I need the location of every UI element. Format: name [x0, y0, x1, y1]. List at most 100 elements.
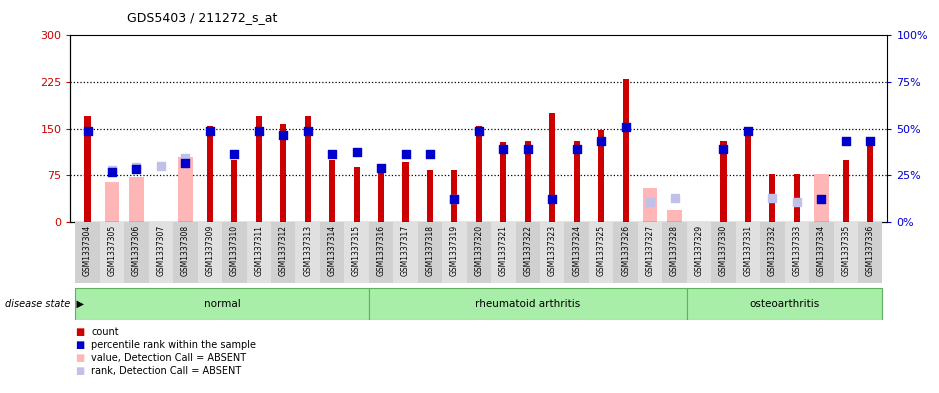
- Bar: [207, 126, 213, 222]
- Bar: [345, 222, 369, 283]
- Text: GSM1337335: GSM1337335: [841, 225, 851, 276]
- Bar: [442, 222, 467, 283]
- Bar: [686, 222, 711, 283]
- Bar: [231, 160, 238, 222]
- FancyBboxPatch shape: [369, 288, 686, 320]
- Bar: [378, 171, 384, 222]
- Bar: [369, 222, 393, 283]
- Text: GSM1337315: GSM1337315: [352, 225, 362, 276]
- Point: [447, 196, 462, 202]
- Point: [276, 132, 291, 138]
- Text: GSM1337308: GSM1337308: [181, 225, 190, 276]
- Text: GSM1337325: GSM1337325: [596, 225, 606, 276]
- Text: GSM1337330: GSM1337330: [719, 225, 728, 276]
- Text: GSM1337316: GSM1337316: [377, 225, 386, 276]
- Bar: [500, 142, 506, 222]
- Text: disease state  ▶: disease state ▶: [5, 299, 84, 309]
- Bar: [85, 116, 90, 222]
- Text: GSM1337329: GSM1337329: [695, 225, 703, 276]
- Bar: [255, 116, 262, 222]
- Point: [569, 146, 584, 152]
- Bar: [834, 222, 858, 283]
- Point: [642, 198, 657, 205]
- Point: [202, 127, 217, 134]
- Point: [300, 127, 316, 134]
- Bar: [662, 222, 686, 283]
- Text: value, Detection Call = ABSENT: value, Detection Call = ABSENT: [91, 353, 246, 363]
- Point: [765, 195, 780, 202]
- Text: rheumatoid arthritis: rheumatoid arthritis: [475, 299, 580, 309]
- Bar: [613, 222, 638, 283]
- Bar: [809, 222, 834, 283]
- Text: GSM1337324: GSM1337324: [572, 225, 581, 276]
- Bar: [452, 171, 457, 222]
- Point: [618, 124, 633, 130]
- Bar: [491, 222, 516, 283]
- Bar: [623, 79, 629, 222]
- Text: count: count: [91, 327, 118, 337]
- Bar: [785, 222, 809, 283]
- Bar: [467, 222, 491, 283]
- Point: [520, 146, 535, 152]
- Bar: [574, 141, 579, 222]
- Text: GSM1337309: GSM1337309: [206, 225, 214, 276]
- Text: GSM1337333: GSM1337333: [793, 225, 801, 276]
- Point: [177, 155, 192, 161]
- Bar: [304, 116, 311, 222]
- Point: [716, 146, 731, 152]
- Bar: [476, 126, 482, 222]
- Text: GSM1337322: GSM1337322: [523, 225, 532, 276]
- Bar: [403, 162, 408, 222]
- Bar: [711, 222, 736, 283]
- Text: GSM1337318: GSM1337318: [425, 225, 435, 276]
- Bar: [178, 157, 192, 222]
- Point: [252, 127, 267, 134]
- Point: [177, 160, 192, 166]
- Text: GSM1337317: GSM1337317: [401, 225, 410, 276]
- Bar: [247, 222, 271, 283]
- Bar: [197, 222, 222, 283]
- Bar: [769, 174, 776, 222]
- Bar: [745, 129, 751, 222]
- FancyBboxPatch shape: [75, 288, 369, 320]
- Bar: [124, 222, 148, 283]
- Text: ■: ■: [75, 353, 85, 363]
- Point: [741, 127, 756, 134]
- Bar: [148, 222, 173, 283]
- Bar: [643, 188, 657, 222]
- Text: GSM1337319: GSM1337319: [450, 225, 459, 276]
- Bar: [761, 222, 785, 283]
- Bar: [668, 209, 682, 222]
- Bar: [814, 174, 828, 222]
- Point: [325, 151, 340, 157]
- Point: [227, 151, 242, 157]
- Point: [447, 196, 462, 202]
- Text: GSM1337326: GSM1337326: [621, 225, 630, 276]
- Point: [129, 166, 144, 172]
- Text: GSM1337307: GSM1337307: [157, 225, 165, 276]
- Bar: [720, 141, 727, 222]
- Text: GSM1337328: GSM1337328: [670, 225, 679, 276]
- Point: [790, 198, 805, 205]
- Bar: [549, 113, 555, 222]
- Text: GSM1337312: GSM1337312: [279, 225, 287, 276]
- Point: [814, 196, 829, 202]
- FancyBboxPatch shape: [686, 288, 883, 320]
- Bar: [638, 222, 662, 283]
- Text: GSM1337320: GSM1337320: [474, 225, 484, 276]
- Bar: [280, 124, 286, 222]
- Bar: [858, 222, 883, 283]
- Bar: [320, 222, 345, 283]
- Text: GSM1337305: GSM1337305: [107, 225, 116, 276]
- Bar: [393, 222, 418, 283]
- Text: normal: normal: [204, 299, 240, 309]
- Point: [349, 149, 364, 155]
- Bar: [75, 222, 100, 283]
- Text: GSM1337334: GSM1337334: [817, 225, 825, 276]
- Bar: [418, 222, 442, 283]
- Point: [471, 127, 486, 134]
- Point: [863, 138, 878, 144]
- Bar: [842, 160, 849, 222]
- Point: [104, 167, 119, 174]
- Text: rank, Detection Call = ABSENT: rank, Detection Call = ABSENT: [91, 366, 241, 376]
